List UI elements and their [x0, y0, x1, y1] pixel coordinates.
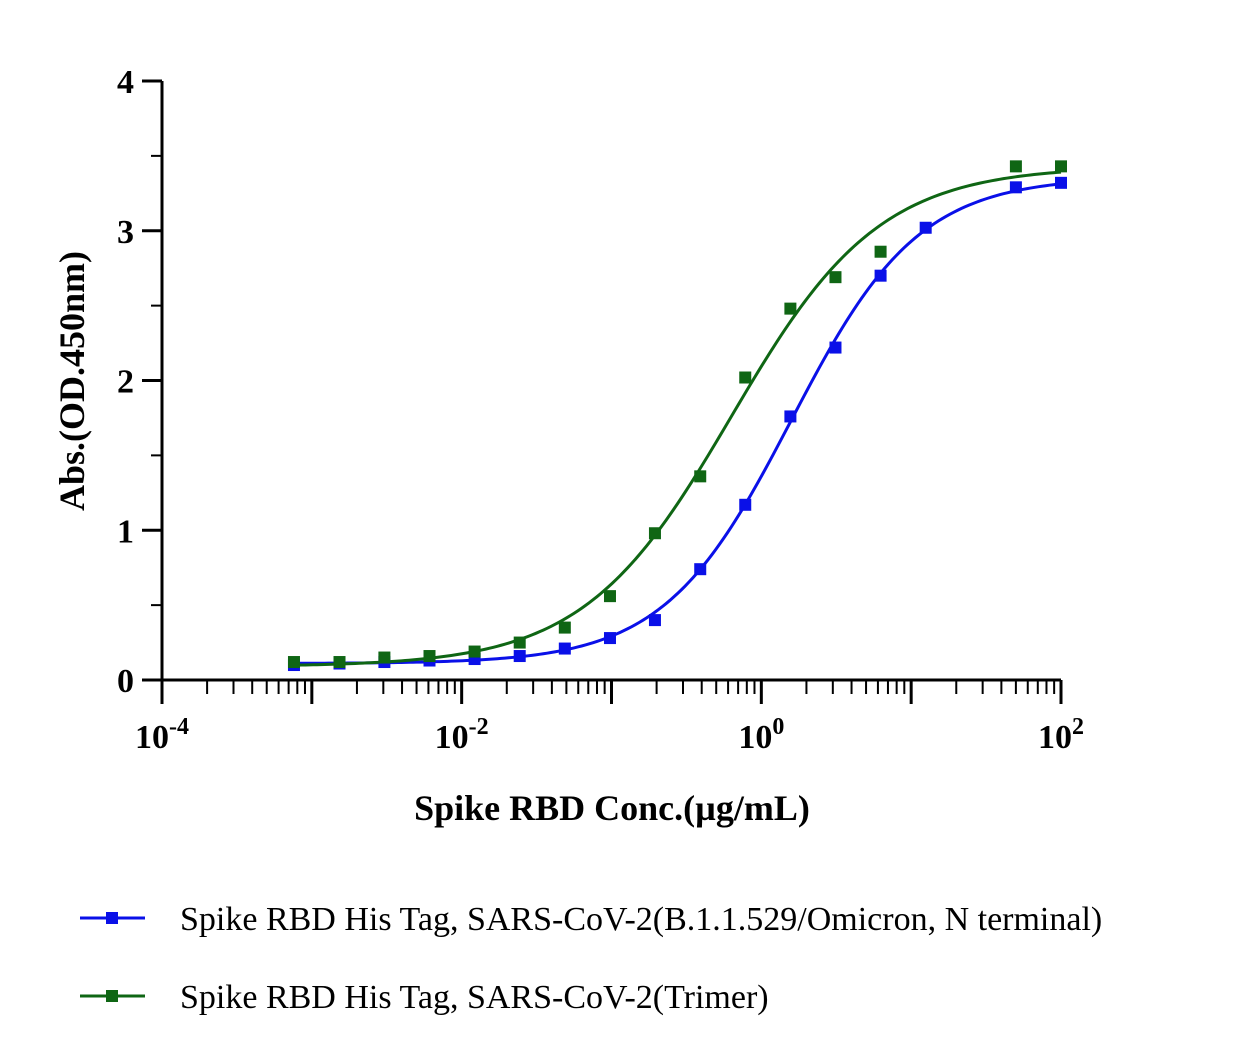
data-point-series-1: [829, 341, 842, 354]
x-tick-label: 102: [1038, 714, 1084, 756]
data-point-series-1: [874, 269, 887, 282]
y-tick-label: 4: [117, 64, 134, 101]
data-point-series-2: [1055, 160, 1067, 173]
data-point-series-2: [829, 271, 842, 284]
legend: Spike RBD His Tag, SARS-CoV-2(B.1.1.529/…: [80, 901, 1102, 1016]
x-axis-title: Spike RBD Conc.(µg/mL): [414, 788, 810, 828]
data-point-series-2: [423, 650, 436, 663]
legend-item-2: Spike RBD His Tag, SARS-CoV-2(Trimer): [80, 979, 769, 1016]
x-tick-exponent: 0: [772, 714, 784, 740]
data-point-series-2: [784, 302, 797, 315]
data-point-series-1: [1055, 176, 1067, 189]
y-tick-label: 1: [117, 513, 134, 550]
data-point-series-2: [287, 656, 300, 669]
data-point-series-2: [648, 527, 661, 540]
legend-swatch-marker: [106, 990, 118, 1002]
data-point-series-1: [648, 614, 661, 627]
data-point-series-1: [1009, 181, 1022, 194]
x-tick-base: 10: [435, 719, 469, 756]
data-point-series-2: [739, 371, 752, 384]
fit-curve-series-1: [293, 182, 1062, 665]
data-point-series-2: [513, 636, 526, 649]
y-tick-label: 0: [117, 663, 134, 700]
data-point-series-2: [468, 645, 481, 658]
data-point-series-1: [919, 221, 932, 234]
data-point-series-1: [603, 632, 616, 645]
legend-swatch-marker: [106, 912, 118, 924]
x-tick-label: 10-2: [435, 714, 489, 756]
y-tick-label: 3: [117, 214, 134, 251]
legend-label: Spike RBD His Tag, SARS-CoV-2(Trimer): [180, 979, 769, 1016]
data-point-series-2: [694, 470, 707, 483]
data-point-series-1: [739, 498, 752, 511]
x-tick-label: 100: [738, 714, 784, 756]
data-point-series-2: [603, 590, 616, 603]
y-axis-title: Abs.(OD.450nm): [52, 251, 92, 511]
data-point-series-2: [333, 656, 346, 669]
data-point-series-2: [558, 621, 571, 634]
data-point-series-1: [784, 410, 797, 423]
x-tick-base: 10: [135, 719, 169, 756]
data-point-series-2: [378, 651, 391, 664]
fit-curves: [293, 170, 1062, 667]
x-tick-base: 10: [738, 719, 772, 756]
fit-curve-series-2: [293, 170, 1062, 667]
x-tick-exponent: 2: [1072, 714, 1084, 740]
x-tick-exponent: -4: [169, 714, 189, 740]
y-tick-label: 2: [117, 364, 134, 401]
x-tick-label: 10-4: [135, 714, 189, 756]
x-tick-exponent: -2: [469, 714, 489, 740]
data-point-series-1: [558, 642, 571, 655]
data-points: [287, 160, 1067, 672]
data-point-series-1: [694, 563, 707, 576]
data-point-series-1: [513, 650, 526, 663]
data-point-series-2: [874, 245, 887, 258]
x-tick-base: 10: [1038, 719, 1072, 756]
legend-item-1: Spike RBD His Tag, SARS-CoV-2(B.1.1.529/…: [80, 901, 1102, 938]
legend-label: Spike RBD His Tag, SARS-CoV-2(B.1.1.529/…: [180, 901, 1102, 938]
data-point-series-2: [1009, 160, 1022, 173]
